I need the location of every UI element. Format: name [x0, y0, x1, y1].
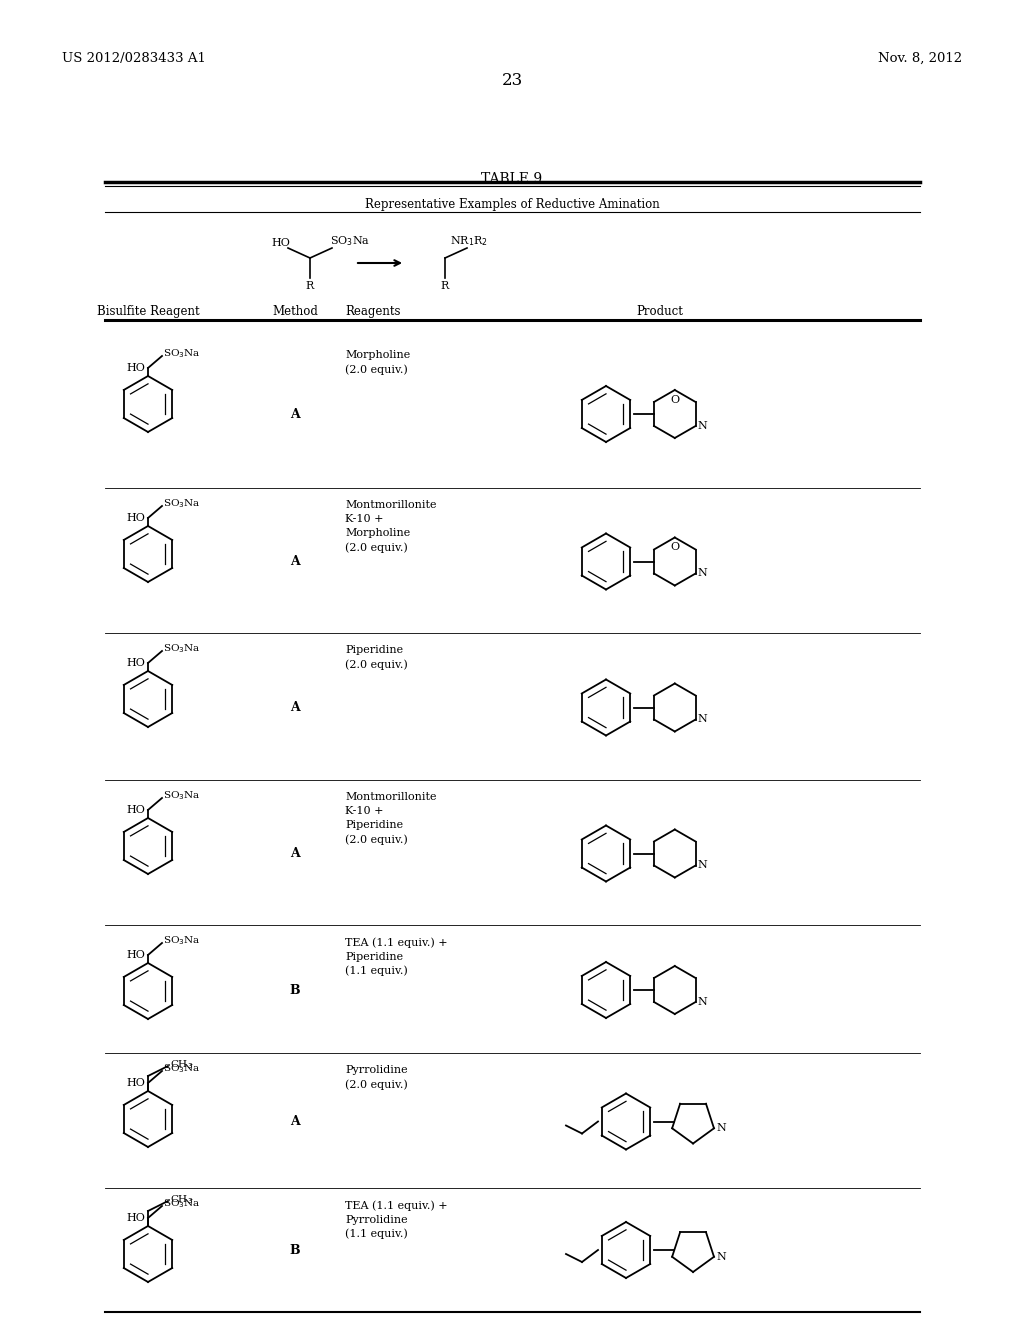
Text: TABLE 9: TABLE 9	[481, 172, 543, 186]
Text: Product: Product	[637, 305, 683, 318]
Text: O: O	[671, 543, 679, 553]
Text: SO$_3$Na: SO$_3$Na	[163, 347, 201, 360]
Text: SO$_3$Na: SO$_3$Na	[163, 498, 201, 511]
Text: HO: HO	[126, 363, 145, 374]
Text: TEA (1.1 equiv.) +
Pyrrolidine
(1.1 equiv.): TEA (1.1 equiv.) + Pyrrolidine (1.1 equi…	[345, 1200, 447, 1239]
Text: Piperidine
(2.0 equiv.): Piperidine (2.0 equiv.)	[345, 645, 408, 669]
Text: Representative Examples of Reductive Amination: Representative Examples of Reductive Ami…	[365, 198, 659, 211]
Text: N: N	[697, 569, 708, 578]
Text: B: B	[290, 983, 300, 997]
Text: NR$_1$R$_2$: NR$_1$R$_2$	[450, 234, 488, 248]
Text: Nov. 8, 2012: Nov. 8, 2012	[878, 51, 962, 65]
Text: Reagents: Reagents	[345, 305, 400, 318]
Text: HO: HO	[126, 513, 145, 523]
Text: O: O	[671, 395, 679, 405]
Text: US 2012/0283433 A1: US 2012/0283433 A1	[62, 51, 206, 65]
Text: N: N	[716, 1251, 726, 1262]
Text: SO$_3$Na: SO$_3$Na	[163, 789, 201, 803]
Text: A: A	[290, 1115, 300, 1129]
Text: N: N	[697, 714, 708, 725]
Text: Pyrrolidine
(2.0 equiv.): Pyrrolidine (2.0 equiv.)	[345, 1065, 408, 1090]
Text: N: N	[716, 1123, 726, 1134]
Text: HO: HO	[126, 950, 145, 960]
Text: HO: HO	[126, 1213, 145, 1224]
Text: Method: Method	[272, 305, 317, 318]
Text: R: R	[306, 281, 314, 290]
Text: CH$_3$: CH$_3$	[170, 1193, 194, 1206]
Text: R: R	[441, 281, 450, 290]
Text: Bisulfite Reagent: Bisulfite Reagent	[96, 305, 200, 318]
Text: A: A	[290, 408, 300, 421]
Text: HO: HO	[271, 238, 290, 248]
Text: CH$_3$: CH$_3$	[170, 1059, 194, 1072]
Text: N: N	[697, 861, 708, 870]
Text: SO$_3$Na: SO$_3$Na	[330, 234, 370, 248]
Text: HO: HO	[126, 1078, 145, 1088]
Text: SO$_3$Na: SO$_3$Na	[163, 1063, 201, 1076]
Text: A: A	[290, 554, 300, 568]
Text: Morpholine
(2.0 equiv.): Morpholine (2.0 equiv.)	[345, 350, 411, 375]
Text: SO$_3$Na: SO$_3$Na	[163, 643, 201, 656]
Text: SO$_3$Na: SO$_3$Na	[163, 935, 201, 948]
Text: 23: 23	[502, 73, 522, 88]
Text: Montmorillonite
K-10 +
Piperidine
(2.0 equiv.): Montmorillonite K-10 + Piperidine (2.0 e…	[345, 792, 436, 845]
Text: A: A	[290, 847, 300, 861]
Text: B: B	[290, 1243, 300, 1257]
Text: TEA (1.1 equiv.) +
Piperidine
(1.1 equiv.): TEA (1.1 equiv.) + Piperidine (1.1 equiv…	[345, 937, 447, 977]
Text: HO: HO	[126, 805, 145, 814]
Text: N: N	[697, 997, 708, 1007]
Text: HO: HO	[126, 657, 145, 668]
Text: Montmorillonite
K-10 +
Morpholine
(2.0 equiv.): Montmorillonite K-10 + Morpholine (2.0 e…	[345, 500, 436, 553]
Text: SO$_3$Na: SO$_3$Na	[163, 1197, 201, 1210]
Text: N: N	[697, 421, 708, 432]
Text: A: A	[290, 701, 300, 714]
